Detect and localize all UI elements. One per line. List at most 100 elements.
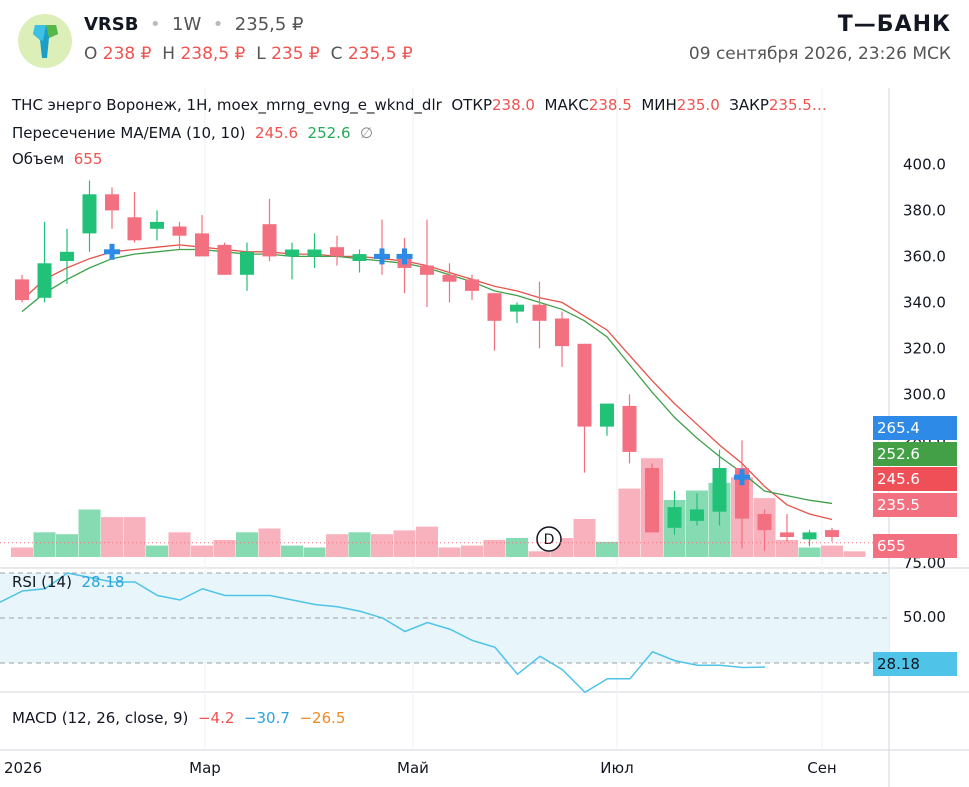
candle bbox=[172, 221, 187, 250]
rsi-legend: RSI (14) 28.18 bbox=[12, 573, 125, 591]
interval[interactable]: 1W bbox=[172, 14, 202, 35]
candle bbox=[375, 219, 389, 275]
cross-marker-icon bbox=[734, 469, 750, 486]
candle-body bbox=[645, 468, 659, 533]
time-tick-label: Мар bbox=[189, 759, 221, 777]
time-tick-label: Июл bbox=[600, 759, 633, 777]
candle-body bbox=[60, 251, 74, 261]
volume-bar bbox=[798, 547, 821, 557]
candle bbox=[510, 302, 524, 324]
candle-body bbox=[802, 532, 817, 540]
ema-price-label: 265.4 bbox=[873, 416, 957, 440]
volume-bar bbox=[528, 551, 551, 557]
cross-v bbox=[739, 469, 745, 486]
low-value: 235 ₽ bbox=[271, 44, 320, 64]
candle bbox=[105, 187, 119, 229]
company-logo bbox=[18, 14, 72, 68]
candle bbox=[645, 463, 659, 533]
dividend-circle bbox=[536, 526, 562, 552]
candle-body bbox=[465, 279, 479, 291]
candle-body bbox=[442, 274, 457, 282]
volume-bar bbox=[11, 547, 33, 557]
time-tick-label: 2026 bbox=[4, 759, 42, 777]
candle-body bbox=[757, 514, 772, 531]
candle bbox=[262, 198, 277, 261]
rsi-line bbox=[0, 572, 766, 694]
last-price-label: 235.5 bbox=[873, 493, 957, 517]
current-price: 235,5 ₽ bbox=[234, 14, 304, 35]
candle-body bbox=[330, 247, 344, 257]
candle-body bbox=[195, 233, 209, 257]
candle-body bbox=[307, 249, 322, 257]
candle-body bbox=[825, 530, 839, 537]
dividend-label: D bbox=[544, 532, 555, 548]
candle bbox=[420, 219, 434, 307]
volume-bar bbox=[438, 547, 461, 557]
logo-shield-icon bbox=[33, 25, 58, 58]
candle-body bbox=[285, 249, 299, 257]
candle-body bbox=[352, 254, 367, 261]
ticker-symbol[interactable]: VRSB bbox=[84, 14, 139, 35]
volume-bar bbox=[393, 530, 416, 557]
price-tick-label: 340.0 bbox=[903, 293, 946, 311]
volume-bar bbox=[281, 545, 303, 557]
volume-bar bbox=[123, 517, 146, 557]
candle bbox=[780, 514, 794, 542]
rsi-tick-label: 50.00 bbox=[903, 608, 946, 626]
brand-name: Т—БАНК bbox=[837, 12, 951, 37]
price-tick-label: 380.0 bbox=[903, 201, 946, 219]
rsi-price-label: 28.18 bbox=[873, 652, 957, 676]
volume-bar bbox=[348, 532, 371, 557]
datetime: 09 сентября 2026, 23:26 МСК bbox=[688, 44, 951, 64]
candle-body bbox=[510, 304, 524, 312]
candle bbox=[465, 274, 479, 301]
candle-body bbox=[15, 279, 29, 301]
candle bbox=[442, 263, 457, 303]
candle bbox=[397, 238, 412, 294]
time-tick-label: Май bbox=[397, 759, 429, 777]
candle bbox=[690, 493, 704, 526]
candle bbox=[735, 440, 749, 549]
volume-bar bbox=[506, 538, 528, 557]
candle-body bbox=[577, 343, 592, 427]
volume-bar bbox=[33, 532, 56, 557]
ticker-line: VRSB • 1W • 235,5 ₽ bbox=[84, 14, 304, 35]
volume-price-label: 655 bbox=[873, 534, 957, 558]
candle bbox=[195, 215, 209, 257]
candle-body bbox=[82, 194, 97, 234]
candle-body bbox=[105, 194, 119, 211]
volume-bar bbox=[303, 547, 326, 557]
open-value: 238 ₽ bbox=[102, 44, 152, 64]
candle-body bbox=[127, 217, 142, 241]
volume-bar bbox=[78, 509, 101, 557]
time-tick-label: Сен bbox=[807, 759, 837, 777]
candle-body bbox=[667, 507, 682, 528]
candle bbox=[532, 281, 547, 349]
volume-bar bbox=[191, 545, 213, 557]
chart-canvas[interactable]: D 400.0380.0360.0340.0320.0300.0280.075.… bbox=[0, 88, 969, 787]
candle bbox=[240, 242, 254, 291]
candle-body bbox=[240, 251, 254, 275]
volume-bar bbox=[258, 528, 281, 557]
volume-bar bbox=[416, 526, 438, 557]
volume-tick-label: 75.00 bbox=[903, 554, 946, 572]
dividend-marker: D bbox=[536, 526, 562, 552]
price-tick-label: 360.0 bbox=[903, 247, 946, 265]
cross-marker-icon bbox=[396, 248, 413, 265]
cross-marker-icon bbox=[374, 248, 390, 265]
candle-body bbox=[487, 293, 502, 321]
volume-legend: Объем 655 bbox=[12, 150, 103, 168]
candle bbox=[330, 235, 344, 266]
volume-bar bbox=[168, 532, 191, 557]
candle-body bbox=[532, 304, 547, 321]
cross-v bbox=[402, 248, 407, 265]
close-value: 235,5 ₽ bbox=[347, 44, 413, 64]
candle bbox=[600, 403, 614, 436]
candle bbox=[82, 180, 97, 252]
ma-green-price-label: 252.6 bbox=[873, 442, 957, 466]
header: VRSB • 1W • 235,5 ₽ O 238 ₽ H 238,5 ₽ L … bbox=[0, 0, 969, 80]
volume-bar bbox=[596, 541, 618, 557]
candle bbox=[667, 491, 682, 535]
candle bbox=[150, 210, 164, 241]
candle bbox=[825, 527, 839, 542]
